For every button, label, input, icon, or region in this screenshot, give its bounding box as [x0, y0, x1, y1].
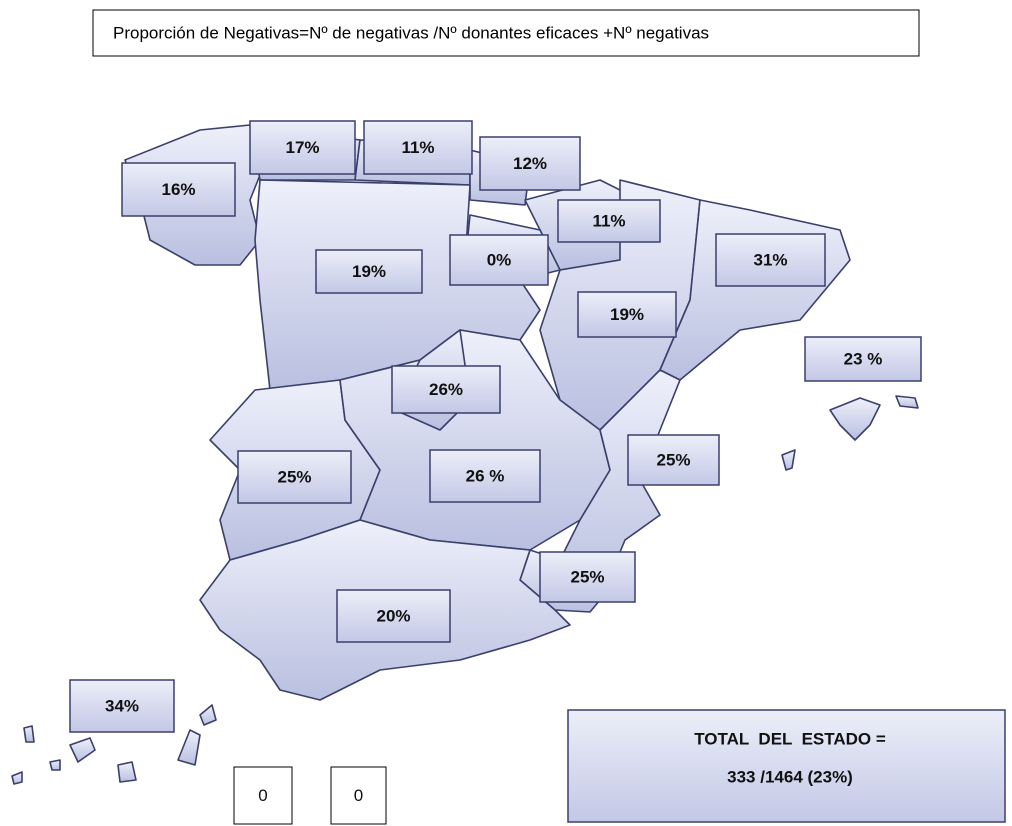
region-label: 16%	[161, 180, 195, 199]
region-label: 17%	[285, 138, 319, 157]
region-label: 19%	[610, 305, 644, 324]
label-box	[336, 589, 451, 643]
label-box	[627, 434, 720, 486]
region-label: 12%	[513, 154, 547, 173]
label-box	[363, 120, 473, 175]
labels: 16% 17% 11% 12% 11% 0% 19% 31% 19% 23 % 26% 25% 26 %…	[69, 120, 922, 825]
label-box	[237, 450, 352, 504]
label-box	[539, 551, 636, 603]
island	[23, 725, 35, 743]
region-label: 34%	[105, 696, 139, 715]
total-line2: 333 /1464 (23%)	[727, 767, 853, 786]
region-label: 0	[354, 786, 363, 805]
title-box	[92, 9, 920, 57]
total-line1: TOTAL DEL ESTADO =	[694, 729, 886, 748]
region-label: 23 %	[844, 349, 883, 368]
label-box	[249, 120, 356, 175]
label-box	[449, 234, 549, 286]
island	[49, 759, 61, 771]
label-box	[121, 162, 236, 217]
region-label: 0%	[487, 250, 512, 269]
region-label: 11%	[592, 211, 625, 230]
label-box	[479, 136, 581, 191]
label-box	[804, 336, 922, 382]
island	[895, 395, 919, 409]
region-label: 20%	[376, 606, 410, 625]
island	[117, 761, 137, 783]
island	[11, 771, 23, 785]
label-box	[429, 449, 541, 503]
island	[829, 397, 881, 441]
island	[781, 449, 796, 471]
label-box	[69, 679, 175, 733]
region-label: 25%	[656, 450, 690, 469]
label-box	[391, 365, 501, 414]
island	[177, 729, 201, 766]
region-label: 26 %	[466, 466, 505, 485]
region-label: 25%	[570, 567, 604, 586]
region-label: 25%	[277, 467, 311, 486]
region-label: 19%	[352, 262, 386, 281]
title: Proporción de Negativas=Nº de negativas …	[113, 23, 709, 42]
region	[559, 369, 681, 601]
region-label: 11%	[401, 138, 434, 157]
label-box	[577, 291, 677, 338]
region-label: 0	[258, 786, 267, 805]
label-box	[233, 766, 293, 825]
region-label: 31%	[753, 250, 787, 269]
label-box	[315, 249, 423, 294]
label-box	[715, 233, 826, 287]
label-box	[330, 766, 387, 825]
island	[69, 737, 96, 763]
label-box	[557, 199, 661, 243]
region-label: 26%	[429, 380, 463, 399]
total-box	[567, 709, 1006, 823]
island	[199, 704, 217, 726]
